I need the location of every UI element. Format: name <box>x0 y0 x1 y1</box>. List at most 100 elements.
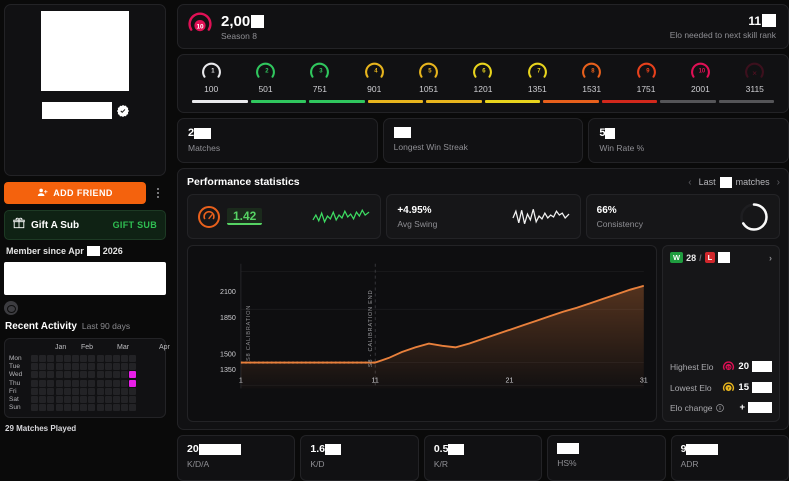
heatmap-cell[interactable] <box>104 355 112 362</box>
ladder-item[interactable]: 3 751 <box>293 62 347 94</box>
heatmap-cell[interactable] <box>112 404 120 412</box>
heatmap-cell[interactable] <box>96 371 104 379</box>
heatmap-cell[interactable] <box>71 371 79 379</box>
heatmap-cell[interactable] <box>112 379 120 387</box>
ladder-item[interactable]: 8 1531 <box>565 62 619 94</box>
heatmap-cell[interactable] <box>121 355 129 362</box>
heatmap-cell[interactable] <box>96 387 104 395</box>
heatmap-cell[interactable] <box>80 363 88 371</box>
heatmap-cell[interactable] <box>71 363 79 371</box>
heatmap-cell[interactable] <box>112 363 120 371</box>
heatmap-cell[interactable] <box>96 363 104 371</box>
heatmap-cell[interactable] <box>71 404 79 412</box>
heatmap-cell[interactable] <box>55 355 63 362</box>
ladder-item[interactable]: 10 2001 <box>673 62 727 94</box>
heatmap-cell[interactable] <box>39 395 47 403</box>
heatmap-cell[interactable] <box>55 371 63 379</box>
heatmap-cell[interactable] <box>88 404 96 412</box>
heatmap-cell[interactable] <box>63 379 71 387</box>
heatmap-cell[interactable] <box>88 363 96 371</box>
ladder-item[interactable]: 4 901 <box>347 62 401 94</box>
heatmap-cell[interactable] <box>88 355 96 362</box>
heatmap-cell[interactable] <box>31 363 38 371</box>
heatmap-cell[interactable] <box>80 379 88 387</box>
heatmap-cell[interactable] <box>129 404 137 412</box>
heatmap-cell[interactable] <box>96 379 104 387</box>
heatmap-cell[interactable] <box>80 355 88 362</box>
heatmap-cell[interactable] <box>104 371 112 379</box>
heatmap-cell[interactable] <box>104 379 112 387</box>
heatmap-cell[interactable] <box>55 363 63 371</box>
heatmap-cell[interactable] <box>80 371 88 379</box>
heatmap-cell[interactable] <box>47 379 55 387</box>
heatmap-cell[interactable] <box>63 387 71 395</box>
heatmap-cell[interactable] <box>129 371 137 379</box>
heatmap-cell[interactable] <box>71 395 79 403</box>
heatmap-cell[interactable] <box>47 355 55 362</box>
heatmap-cell[interactable] <box>129 395 137 403</box>
ladder-item[interactable]: 9 1751 <box>619 62 673 94</box>
heatmap-cell[interactable] <box>47 371 55 379</box>
heatmap-cell[interactable] <box>104 363 112 371</box>
heatmap-cell[interactable] <box>47 387 55 395</box>
heatmap-cell[interactable] <box>31 387 38 395</box>
prev-matches-button[interactable]: ‹ <box>688 176 692 188</box>
heatmap-cell[interactable] <box>31 355 38 362</box>
heatmap-cell[interactable] <box>71 379 79 387</box>
heatmap-cell[interactable] <box>104 404 112 412</box>
heatmap-cell[interactable] <box>88 387 96 395</box>
heatmap-cell[interactable] <box>39 379 47 387</box>
heatmap-cell[interactable] <box>39 363 47 371</box>
elo-history-chart[interactable]: 1350 1500 1850 2100 1 11 21 31 S8 - CALIBRATION … <box>187 245 657 422</box>
heatmap-cell[interactable] <box>63 355 71 362</box>
heatmap-cell[interactable] <box>129 363 137 371</box>
heatmap-cell[interactable] <box>31 395 38 403</box>
heatmap-cell[interactable] <box>55 395 63 403</box>
add-friend-button[interactable]: ADD FRIEND <box>4 182 146 204</box>
heatmap-cell[interactable] <box>104 395 112 403</box>
heatmap-cell[interactable] <box>121 395 129 403</box>
heatmap-cell[interactable] <box>121 371 129 379</box>
heatmap-cell[interactable] <box>31 371 38 379</box>
heatmap-cell[interactable] <box>55 387 63 395</box>
heatmap-cell[interactable] <box>88 395 96 403</box>
last-matches-selector[interactable]: Last matches <box>699 176 770 188</box>
heatmap-cell[interactable] <box>129 379 137 387</box>
heatmap-cell[interactable] <box>63 395 71 403</box>
profile-more-button[interactable] <box>150 182 166 204</box>
heatmap-cell[interactable] <box>112 395 120 403</box>
info-icon[interactable] <box>715 403 724 412</box>
ladder-item[interactable]: 6 1201 <box>456 62 510 94</box>
heatmap-cell[interactable] <box>80 404 88 412</box>
heatmap-cell[interactable] <box>63 404 71 412</box>
heatmap-cell[interactable] <box>121 379 129 387</box>
heatmap-cell[interactable] <box>88 379 96 387</box>
heatmap-cell[interactable] <box>55 379 63 387</box>
win-loss-row[interactable]: W 28 / L › <box>670 252 772 263</box>
next-matches-button[interactable]: › <box>776 176 780 188</box>
heatmap-cell[interactable] <box>104 387 112 395</box>
heatmap-cell[interactable] <box>63 371 71 379</box>
ladder-item[interactable]: 7 1351 <box>510 62 564 94</box>
heatmap-cell[interactable] <box>121 387 129 395</box>
heatmap-cell[interactable] <box>63 363 71 371</box>
heatmap-cell[interactable] <box>88 371 96 379</box>
ladder-item[interactable]: 1 100 <box>184 62 238 94</box>
gift-a-sub-card[interactable]: Gift A Sub GIFT SUB <box>4 210 166 240</box>
heatmap-cell[interactable] <box>80 387 88 395</box>
heatmap-cell[interactable] <box>39 404 47 412</box>
ladder-item[interactable]: 5 1051 <box>401 62 455 94</box>
steam-icon[interactable] <box>4 301 18 315</box>
heatmap-cell[interactable] <box>31 404 38 412</box>
heatmap-cell[interactable] <box>112 355 120 362</box>
heatmap-grid[interactable] <box>31 355 137 412</box>
gift-sub-cta[interactable]: GIFT SUB <box>112 220 157 230</box>
heatmap-cell[interactable] <box>121 363 129 371</box>
heatmap-cell[interactable] <box>112 387 120 395</box>
heatmap-cell[interactable] <box>121 404 129 412</box>
heatmap-cell[interactable] <box>129 387 137 395</box>
heatmap-cell[interactable] <box>47 404 55 412</box>
heatmap-cell[interactable] <box>112 371 120 379</box>
heatmap-cell[interactable] <box>80 395 88 403</box>
heatmap-cell[interactable] <box>39 371 47 379</box>
